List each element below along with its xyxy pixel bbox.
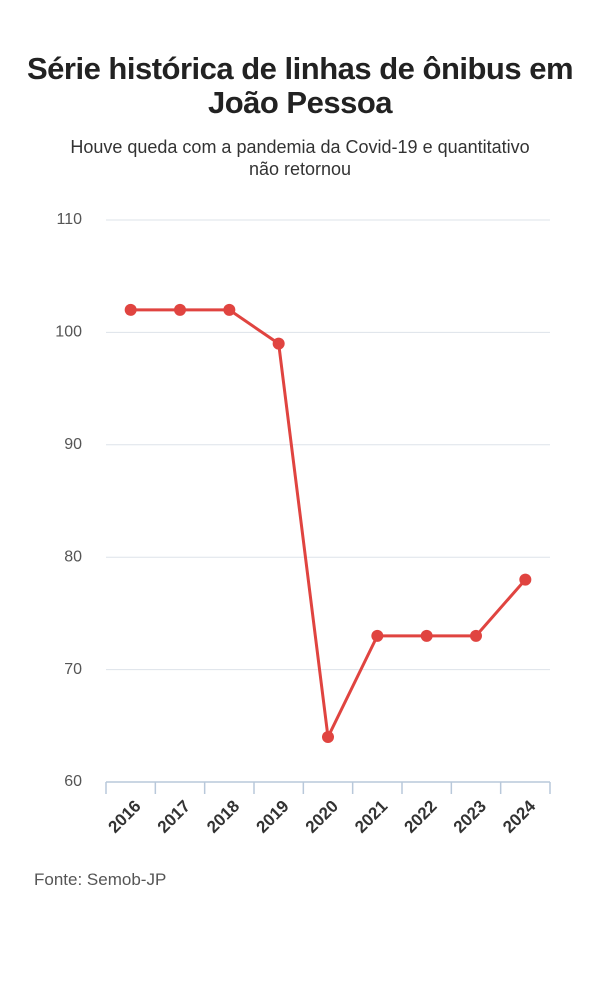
x-tick-label: 2020 — [302, 797, 342, 837]
y-tick-label: 60 — [64, 773, 82, 790]
x-tick-label: 2021 — [351, 797, 391, 837]
data-point — [272, 337, 285, 350]
data-point — [519, 573, 532, 586]
x-tick-label: 2022 — [400, 797, 440, 837]
x-tick-label: 2019 — [252, 797, 292, 837]
data-point — [174, 303, 186, 316]
data-point — [124, 303, 137, 316]
x-tick-label: 2017 — [154, 797, 194, 837]
y-tick-label: 90 — [64, 436, 82, 453]
data-point — [420, 629, 433, 642]
x-tick-label: 2023 — [450, 797, 490, 837]
chart-title: Série histórica de linhas de ônibus em J… — [26, 51, 574, 120]
y-tick-label: 70 — [64, 661, 82, 678]
x-tick-label: 2024 — [499, 796, 540, 837]
y-tick-label: 80 — [64, 548, 82, 565]
x-tick-label: 2018 — [203, 797, 243, 837]
y-tick-label: 100 — [55, 324, 82, 341]
chart-subtitle: Houve queda com a pandemia da Covid-19 e… — [70, 137, 530, 179]
data-point — [470, 629, 482, 642]
x-tick-label: 2016 — [104, 797, 144, 837]
data-line — [130, 308, 527, 743]
y-tick-label: 110 — [56, 211, 82, 228]
source-note: Fonte: Semob-JP — [34, 870, 167, 889]
data-point — [371, 629, 384, 642]
data-point — [223, 303, 236, 316]
data-point — [322, 731, 334, 744]
